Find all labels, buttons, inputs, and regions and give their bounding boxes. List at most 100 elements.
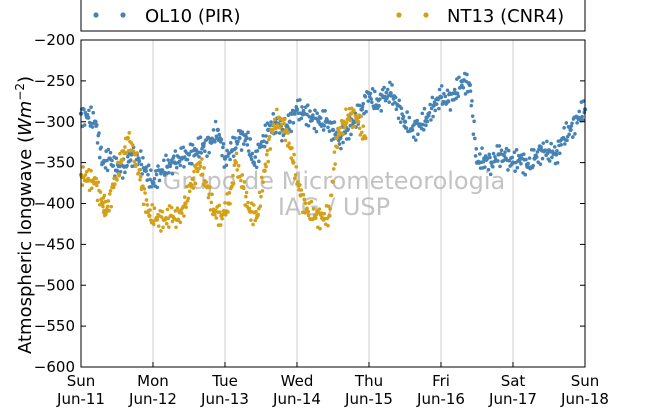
data-point-fill <box>102 193 107 198</box>
data-point-fill <box>299 116 304 121</box>
data-point-fill <box>396 116 401 121</box>
data-point-fill <box>162 158 166 163</box>
data-point-fill <box>314 129 319 134</box>
data-point <box>417 123 422 129</box>
data-point-fill <box>543 148 548 152</box>
y-tick-label: −450 <box>34 235 75 253</box>
data-point-fill <box>292 152 296 157</box>
data-point-fill <box>499 148 504 153</box>
data-point <box>467 82 472 88</box>
data-point-fill <box>126 154 130 159</box>
data-point-fill <box>234 146 238 150</box>
data-point <box>172 160 177 165</box>
data-point-fill <box>567 132 571 137</box>
data-point-fill <box>344 107 348 111</box>
data-point-fill <box>156 224 161 228</box>
data-point-fill <box>287 141 291 146</box>
data-point-fill <box>225 148 229 153</box>
data-point-fill <box>407 115 412 120</box>
data-point-fill <box>431 114 435 119</box>
data-point <box>453 90 458 96</box>
data-point-fill <box>172 154 176 158</box>
data-point-fill <box>309 199 314 204</box>
data-point-fill <box>322 123 327 128</box>
data-point-fill <box>357 126 362 131</box>
data-point-fill <box>138 149 143 153</box>
data-point-fill <box>156 164 160 168</box>
data-point-fill <box>331 167 336 171</box>
data-point-fill <box>506 168 510 172</box>
data-point-fill <box>81 165 85 169</box>
y-axis-title-unit: Wm <box>15 101 36 136</box>
data-point-fill <box>145 178 150 182</box>
data-point-fill <box>154 169 158 173</box>
data-point-fill <box>260 189 265 193</box>
data-point-fill <box>487 152 492 157</box>
data-point <box>424 115 429 120</box>
y-tick-label: −600 <box>34 358 75 376</box>
data-point-fill <box>242 180 247 184</box>
x-tick-label-date: Jun-18 <box>560 390 609 408</box>
data-point-fill <box>325 216 330 221</box>
data-point <box>179 156 184 161</box>
data-point-fill <box>316 210 321 215</box>
data-point-fill <box>343 123 348 128</box>
data-point-fill <box>360 130 364 135</box>
data-point <box>107 156 113 161</box>
data-point <box>518 156 523 161</box>
data-point-fill <box>443 94 448 99</box>
data-point-fill <box>223 212 228 217</box>
data-point-fill <box>559 142 564 147</box>
data-point-fill <box>335 145 340 150</box>
data-point-fill <box>173 149 178 153</box>
data-point-fill <box>357 103 362 108</box>
data-point-fill <box>249 157 254 162</box>
data-point <box>168 213 174 218</box>
data-point <box>348 111 354 116</box>
series-nt13 <box>78 106 368 233</box>
data-point <box>165 164 170 169</box>
data-point <box>186 152 192 157</box>
data-point-fill <box>259 194 263 199</box>
x-tick-label-day: Sun <box>67 372 96 390</box>
data-point-fill <box>491 165 495 169</box>
legend-marker-ol10-right <box>120 12 126 18</box>
y-axis-title-main: Atmospheric longwave ( <box>15 136 36 354</box>
data-point-fill <box>519 161 523 166</box>
data-point-fill <box>465 89 470 94</box>
data-point-fill <box>398 120 403 124</box>
data-point-fill <box>244 132 248 137</box>
data-point-fill <box>524 157 528 162</box>
data-point <box>496 152 501 157</box>
data-point-fill <box>282 117 287 122</box>
data-point-fill <box>347 137 351 141</box>
data-point-fill <box>95 141 100 145</box>
data-point-fill <box>136 171 141 175</box>
data-point <box>266 127 271 133</box>
data-point-fill <box>503 150 507 154</box>
data-point-fill <box>213 139 217 144</box>
data-point-fill <box>221 142 226 146</box>
data-point-fill <box>251 222 255 227</box>
data-point-fill <box>326 204 331 209</box>
data-point <box>204 184 210 190</box>
data-point-fill <box>312 126 317 131</box>
data-point-fill <box>117 173 121 178</box>
legend-marker-ol10-left <box>93 12 99 18</box>
data-point-fill <box>421 122 425 127</box>
y-axis-title: Atmospheric longwave (Wm−2) <box>13 76 36 354</box>
data-point-fill <box>299 188 304 192</box>
data-point-fill <box>240 173 245 177</box>
data-point-fill <box>302 197 307 202</box>
data-point <box>525 164 530 169</box>
data-point-fill <box>108 192 112 196</box>
data-point-fill <box>332 150 337 154</box>
data-point-fill <box>83 173 88 177</box>
data-point-fill <box>341 132 345 137</box>
data-point-fill <box>465 72 469 77</box>
data-point-fill <box>329 193 334 198</box>
data-point-fill <box>211 128 216 132</box>
data-point-fill <box>108 150 113 155</box>
data-point-fill <box>488 155 492 160</box>
